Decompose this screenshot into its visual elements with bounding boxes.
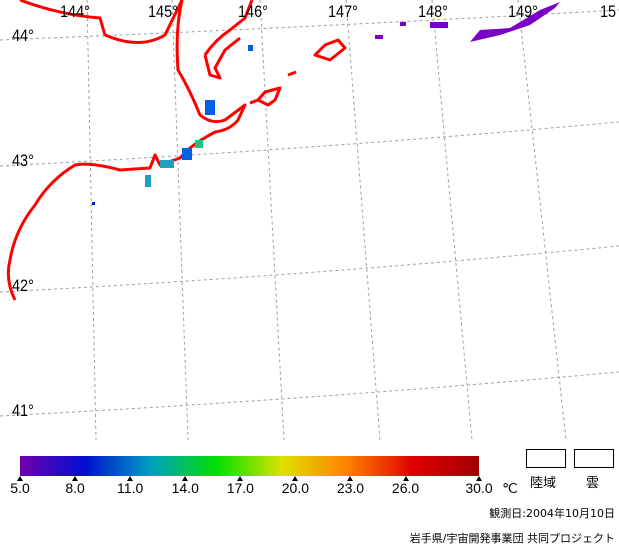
lat-line-43: [0, 121, 619, 167]
lat-label: 42°: [12, 276, 34, 295]
map-canvas: [0, 0, 619, 440]
scale-tick-label: 5.0: [10, 480, 30, 496]
scale-tick-label: 30.0: [465, 480, 493, 496]
scale-tick-label: 8.0: [65, 480, 85, 496]
scale-tick-mark: [476, 476, 482, 481]
scale-tick-mark: [182, 476, 189, 481]
land-swatch: [526, 449, 566, 468]
scale-tick-mark: [347, 476, 354, 481]
scale-tick-mark: [402, 476, 409, 481]
credit-text: 岩手県/宇宙開発事業団 共同プロジェクト: [409, 532, 615, 545]
lon-label: 145°: [148, 2, 178, 21]
lat-line-44: [0, 9, 619, 41]
scale-tick-mark: [127, 476, 134, 481]
lat-label: 43°: [12, 151, 34, 170]
color-scale-bar: [20, 456, 479, 476]
scale-tick-label: 23.0: [336, 480, 365, 496]
lat-line-42: [0, 245, 619, 293]
lat-label: 44°: [12, 26, 34, 45]
scale-tick-label: 11.0: [117, 480, 144, 496]
scale-tick-label: 20.0: [281, 480, 310, 496]
graticule: [0, 0, 619, 440]
lon-line-144: [86, 0, 97, 440]
lon-label: 148°: [418, 2, 448, 21]
coastline: [6, 0, 347, 301]
lon-line-146: [259, 0, 285, 440]
cloud-pixels: [375, 2, 560, 42]
land-label: 陸域: [530, 476, 557, 491]
scale-tick-mark: [292, 476, 299, 481]
scale-tick-mark: [17, 476, 23, 481]
lat-line-41: [0, 371, 619, 417]
lon-label: 146°: [238, 2, 268, 21]
lon-line-147: [345, 0, 381, 440]
lon-label: 15: [600, 2, 617, 21]
lon-line-148: [431, 0, 473, 440]
cloud-swatch: [574, 449, 614, 468]
observation-date: 観測日:2004年10月10日: [489, 507, 615, 520]
cloud-label: 雲: [586, 476, 600, 491]
lon-line-145: [171, 0, 189, 440]
scale-tick-mark: [237, 476, 244, 481]
scale-tick-label: 26.0: [391, 480, 420, 496]
lat-label: 41°: [12, 401, 34, 420]
scale-tick-label: 14.0: [171, 480, 199, 496]
sst-pixels: [92, 45, 253, 205]
lon-label: 147°: [328, 2, 358, 21]
unit-label: ℃: [502, 480, 518, 496]
lon-line-149: [517, 0, 567, 440]
lon-label: 144°: [60, 2, 90, 21]
lon-label: 149°: [508, 2, 538, 21]
scale-tick-label: 17.0: [226, 480, 254, 496]
scale-tick-mark: [72, 476, 79, 481]
